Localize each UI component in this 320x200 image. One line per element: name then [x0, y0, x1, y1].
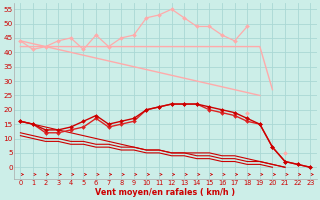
X-axis label: Vent moyen/en rafales ( km/h ): Vent moyen/en rafales ( km/h )	[95, 188, 236, 197]
